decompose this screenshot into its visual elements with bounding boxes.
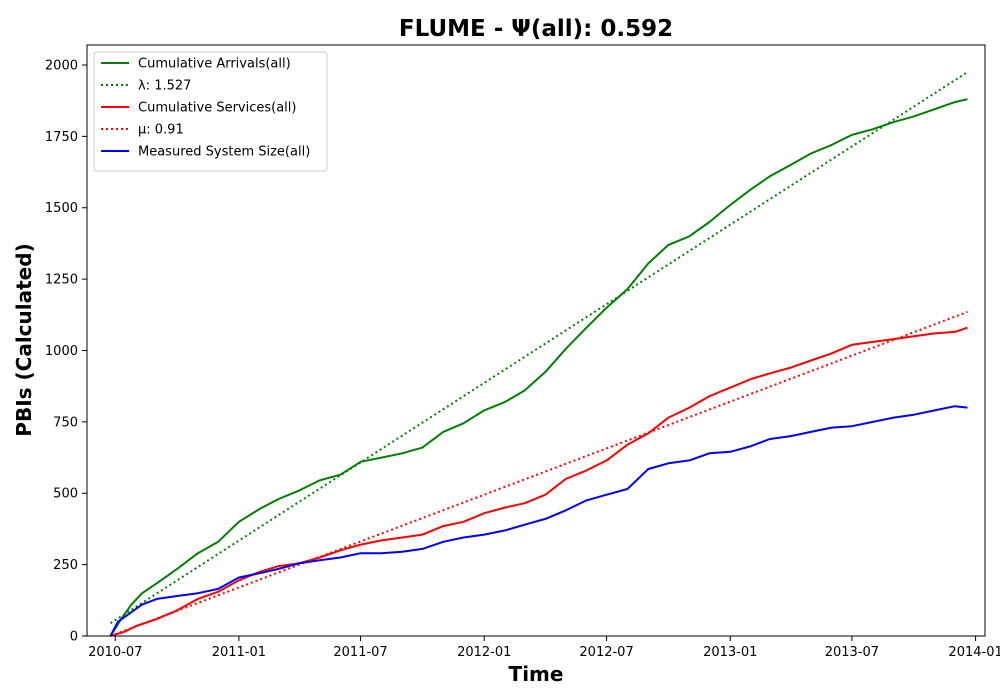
legend-label-cumulative-arrivals-all: Cumulative Arrivals(all) [138, 57, 291, 72]
x-tick-label: 2013-07 [825, 645, 879, 660]
series-layer [109, 71, 969, 637]
y-axis: 0 250 500 750 1000 1250 1500 1750 2000 [45, 58, 87, 645]
y-tick-label: 1000 [45, 344, 78, 359]
chart-title: FLUME - Ψ(all): 0.592 [399, 16, 673, 42]
series-line-1-cumulative-arrivals-all [109, 98, 968, 637]
series-line-3-cumulative-services-all [110, 326, 968, 637]
y-tick-label: 250 [53, 558, 78, 573]
y-tick-label: 1250 [45, 273, 78, 288]
legend: Cumulative Arrivals(all) λ: 1.527 Cumulati… [93, 51, 328, 172]
y-tick-label: 500 [53, 487, 78, 502]
legend-box [93, 51, 328, 172]
legend-label-0-91: μ: 0.91 [138, 123, 184, 138]
y-tick-label: 1750 [45, 130, 78, 145]
x-tick-label: 2012-01 [457, 645, 511, 660]
y-tick-label: 1500 [45, 201, 78, 216]
y-tick-label: 2000 [45, 58, 78, 73]
legend-label-1-527: λ: 1.527 [138, 79, 191, 94]
y-axis-label: PBIs (Calculated) [12, 243, 36, 436]
x-tick-label: 2012-07 [579, 645, 633, 660]
x-tick-label: 2010-07 [88, 645, 142, 660]
y-tick-label: 750 [53, 415, 78, 430]
plot-frame [86, 44, 986, 637]
x-tick-label: 2011-07 [333, 645, 387, 660]
series-line-5-measured-system-size-all [109, 405, 968, 637]
x-tick-label: 2014-01 [948, 645, 1000, 660]
y-tick-label: 0 [70, 630, 78, 645]
x-tick-label: 2013-01 [703, 645, 757, 660]
x-axis-label: Time [509, 662, 564, 686]
legend-label-measured-system-size-all: Measured System Size(all) [138, 145, 310, 160]
x-tick-label: 2011-01 [212, 645, 266, 660]
x-axis: 2010-07 2011-01 2011-07 2012-01 2012-07 2013-… [88, 636, 1000, 660]
legend-label-cumulative-services-all: Cumulative Services(all) [138, 101, 296, 116]
